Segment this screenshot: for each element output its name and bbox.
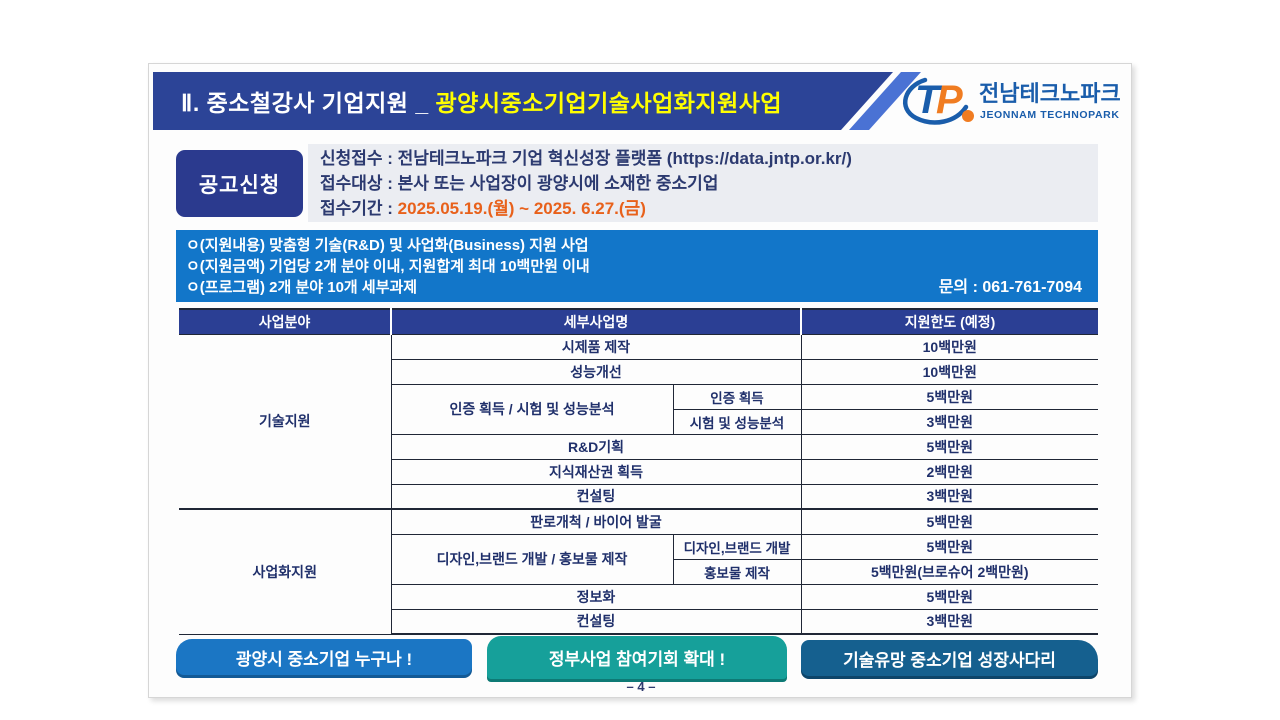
notice-period-value: 2025.05.19.(월) ~ 2025. 6.27.(금) [397,198,646,218]
limit-cell: 3백만원 [800,608,1098,635]
logo-letter-t: T [915,78,943,122]
title-highlight: 광양시중소기업기술사업화지원사업 [435,90,783,116]
logo-letter-p: P [936,78,963,122]
limit-cell: 5백만원 [800,583,1098,610]
title-prefix: Ⅱ. 중소철강사 기업지원 _ [181,90,429,116]
summary-item-content: ㅇ(지원내용) 맞춤형 기술(R&D) 및 사업화(Business) 지원 사… [186,237,589,254]
limit-cell: 3백만원 [800,408,1098,435]
notice-key: 접수대상 [320,173,383,193]
sub-item-cell: 시험 및 성능분석 [673,408,802,435]
subprogram-cell: 정보화 [391,583,802,610]
limit-cell: 10백만원 [800,333,1098,360]
subprogram-cell: 지식재산권 획득 [391,458,802,485]
technopark-logo: T P 전남테크노파크 JEONNAM TECHNOPARK [901,73,1131,131]
table-row: 인증 획득 / 시험 및 성능분석 인증 획득 5백만원 [179,383,1098,435]
category-cell-commercialization: 사업화지원 [179,508,392,635]
support-table-wrapper: 사업분야 세부사업명 지원한도 (예정) 기술지원 시제품 제작 10백만원 성… [179,308,1098,635]
table-header-row: 사업분야 세부사업명 지원한도 (예정) [179,308,1098,335]
slide: Ⅱ. 중소철강사 기업지원 _ 광양시중소기업기술사업화지원사업 T P 전남테… [148,63,1132,698]
subprogram-cell: 판로개척 / 바이어 발굴 [390,508,802,535]
limit-cell: 5백만원 [800,508,1098,535]
table-row: 컨설팅 3백만원 [179,608,1098,635]
header-band: Ⅱ. 중소철강사 기업지원 _ 광양시중소기업기술사업화지원사업 [153,72,893,130]
program-summary-box: ㅇ(지원내용) 맞춤형 기술(R&D) 및 사업화(Business) 지원 사… [176,230,1098,302]
notice-line-method: 신청접수 : 전남테크노파크 기업 혁신성장 플랫폼 (https://data… [320,148,852,168]
limit-cell: 5백만원 [800,433,1098,460]
subprogram-cell: 시제품 제작 [390,333,802,360]
category-cell-tech: 기술지원 [179,333,392,510]
logo-korean-name: 전남테크노파크 [979,81,1121,106]
notice-line-period: 접수기간 : 2025.05.19.(월) ~ 2025. 6.27.(금) [320,198,646,218]
logo-english-name: JEONNAM TECHNOPARK [980,109,1120,121]
table-row: R&D기획 5백만원 [179,433,1098,460]
col-header-limit: 지원한도 (예정) [800,308,1098,335]
notice-line-target: 접수대상 : 본사 또는 사업장이 광양시에 소재한 중소기업 [320,173,719,193]
page-number: – 4 – [626,679,656,694]
table-row: 기술지원 시제품 제작 10백만원 [179,333,1098,510]
limit-cell: 2백만원 [800,458,1098,485]
sub-item-cell: 디자인,브랜드 개발 [672,533,802,560]
contact-phone: 문의 : 061-761-7094 [938,279,1082,296]
table-row: 정보화 5백만원 [179,583,1098,610]
notice-key: 접수기간 [320,198,383,218]
tp-logo-icon: T P 전남테크노파크 JEONNAM TECHNOPARK [903,77,1121,125]
table-row: 컨설팅 3백만원 [179,483,1098,510]
notice-key: 신청접수 [320,148,383,168]
subprogram-cell: R&D기획 [391,433,802,460]
limit-cell: 3백만원 [800,483,1098,510]
page-title: Ⅱ. 중소철강사 기업지원 _ 광양시중소기업기술사업화지원사업 [181,84,782,118]
support-table: 사업분야 세부사업명 지원한도 (예정) 기술지원 시제품 제작 10백만원 성… [179,308,1098,635]
table-row: 지식재산권 획득 2백만원 [179,458,1098,485]
limit-cell: 10백만원 [800,358,1098,385]
notice-label-badge: 공고신청 [176,150,303,217]
sub-item-cell: 인증 획득 [672,383,802,410]
summary-item-amount: ㅇ(지원금액) 기업당 2개 분야 이내, 지원합계 최대 10백만원 이내 [186,258,590,275]
subprogram-cell: 인증 획득 / 시험 및 성능분석 [391,383,674,435]
limit-cell: 5백만원(브로슈어 2백만원) [800,558,1098,585]
summary-item-program: ㅇ(프로그램) 2개 분야 10개 세부과제 [186,279,418,296]
footer-banner-government: 정부사업 참여기회 확대 ! [487,636,787,679]
subprogram-cell: 디자인,브랜드 개발 / 홍보물 제작 [391,533,674,585]
table-row: 홍보물 제작 5백만원(브로슈어 2백만원) [179,558,1098,585]
col-header-subprogram: 세부사업명 [390,308,802,335]
col-header-category: 사업분야 [179,308,392,335]
limit-cell: 5백만원 [800,383,1098,410]
notice-panel: 신청접수 : 전남테크노파크 기업 혁신성장 플랫폼 (https://data… [308,144,1098,222]
notice-value: 본사 또는 사업장이 광양시에 소재한 중소기업 [397,173,719,193]
subprogram-cell: 컨설팅 [391,483,802,510]
footer-banner-anyone: 광양시 중소기업 누구나 ! [176,639,472,675]
sub-item-cell: 홍보물 제작 [673,558,802,585]
subprogram-cell: 성능개선 [391,358,802,385]
subprogram-cell: 컨설팅 [391,608,802,635]
notice-value: 전남테크노파크 기업 혁신성장 플랫폼 (https://data.jntp.o… [397,148,852,168]
table-row: 사업화지원 판로개척 / 바이어 발굴 5백만원 [179,508,1098,635]
limit-cell: 5백만원 [800,533,1098,560]
footer-banner-growth: 기술유망 중소기업 성장사다리 [801,640,1098,676]
